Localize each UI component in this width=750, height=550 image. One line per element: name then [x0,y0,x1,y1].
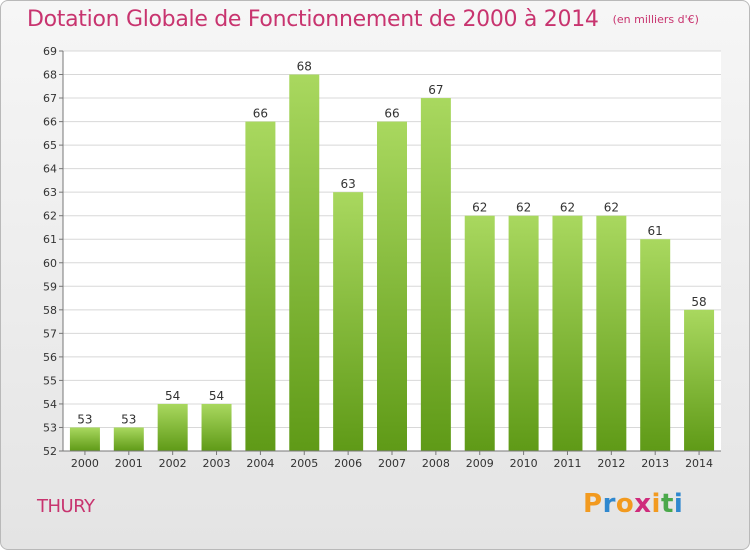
bar [508,215,539,451]
x-tick-label: 2010 [510,457,538,470]
data-label: 63 [340,177,355,191]
logo-letter: i [673,489,684,519]
x-tick-label: 2014 [685,457,713,470]
data-label: 54 [165,389,180,403]
bar [157,403,188,451]
y-tick-label: 62 [43,210,57,223]
commune-name: THURY [37,496,95,517]
bar [596,215,627,451]
y-tick-label: 60 [43,257,57,270]
bar [552,215,583,451]
proxiti-logo: Proxiti [583,489,683,519]
x-tick-label: 2012 [597,457,625,470]
bar [289,74,320,451]
data-label: 62 [516,201,531,215]
bar [333,192,364,452]
logo-letter: i [651,489,661,519]
chart-subtitle: (en milliers d'€) [612,13,699,26]
data-label: 67 [428,83,443,97]
logo-letter: r [602,489,616,519]
x-tick-label: 2004 [246,457,274,470]
y-tick-label: 55 [43,374,57,387]
x-tick-label: 2008 [422,457,450,470]
y-tick-label: 59 [43,280,57,293]
data-label: 53 [121,412,136,426]
data-label: 62 [604,201,619,215]
logo-letter: t [660,489,674,519]
logo-letter: P [583,489,603,519]
bar [464,215,495,451]
bar [69,427,100,451]
data-label: 68 [297,60,312,74]
x-tick-label: 2005 [290,457,318,470]
x-tick-label: 2002 [159,457,187,470]
data-label: 62 [472,201,487,215]
logo-letter: o [615,489,635,519]
bar [640,239,671,451]
data-label: 61 [648,224,663,238]
y-tick-label: 54 [43,398,57,411]
title-text: Dotation Globale de Fonctionnement de 20… [27,7,599,32]
x-tick-label: 2011 [553,457,581,470]
bar [113,427,144,451]
y-tick-label: 65 [43,139,57,152]
x-tick-label: 2007 [378,457,406,470]
x-tick-label: 2001 [115,457,143,470]
data-label: 66 [384,107,399,121]
y-tick-label: 52 [43,445,57,458]
data-label: 66 [253,107,268,121]
y-tick-label: 58 [43,304,57,317]
y-tick-label: 61 [43,233,57,246]
y-tick-label: 66 [43,116,57,129]
logo-letter: x [634,489,652,519]
y-tick-label: 69 [43,45,57,58]
data-label: 54 [209,389,224,403]
bar [684,309,715,451]
bar [377,121,407,452]
x-tick-label: 2013 [641,457,669,470]
x-tick-label: 2000 [71,457,99,470]
y-tick-label: 56 [43,351,57,364]
x-tick-label: 2006 [334,457,362,470]
data-label: 53 [77,412,92,426]
bar [201,403,232,451]
y-tick-label: 64 [43,163,57,176]
x-tick-label: 2009 [466,457,494,470]
bar [420,98,451,451]
y-tick-label: 63 [43,186,57,199]
y-tick-label: 57 [43,327,57,340]
y-tick-label: 68 [43,69,57,82]
y-tick-label: 53 [43,421,57,434]
data-label: 58 [691,295,706,309]
x-tick-label: 2003 [203,457,231,470]
chart-title: Dotation Globale de Fonctionnement de 20… [27,7,699,32]
data-label: 62 [560,201,575,215]
y-tick-label: 67 [43,92,57,105]
bar [245,121,276,452]
